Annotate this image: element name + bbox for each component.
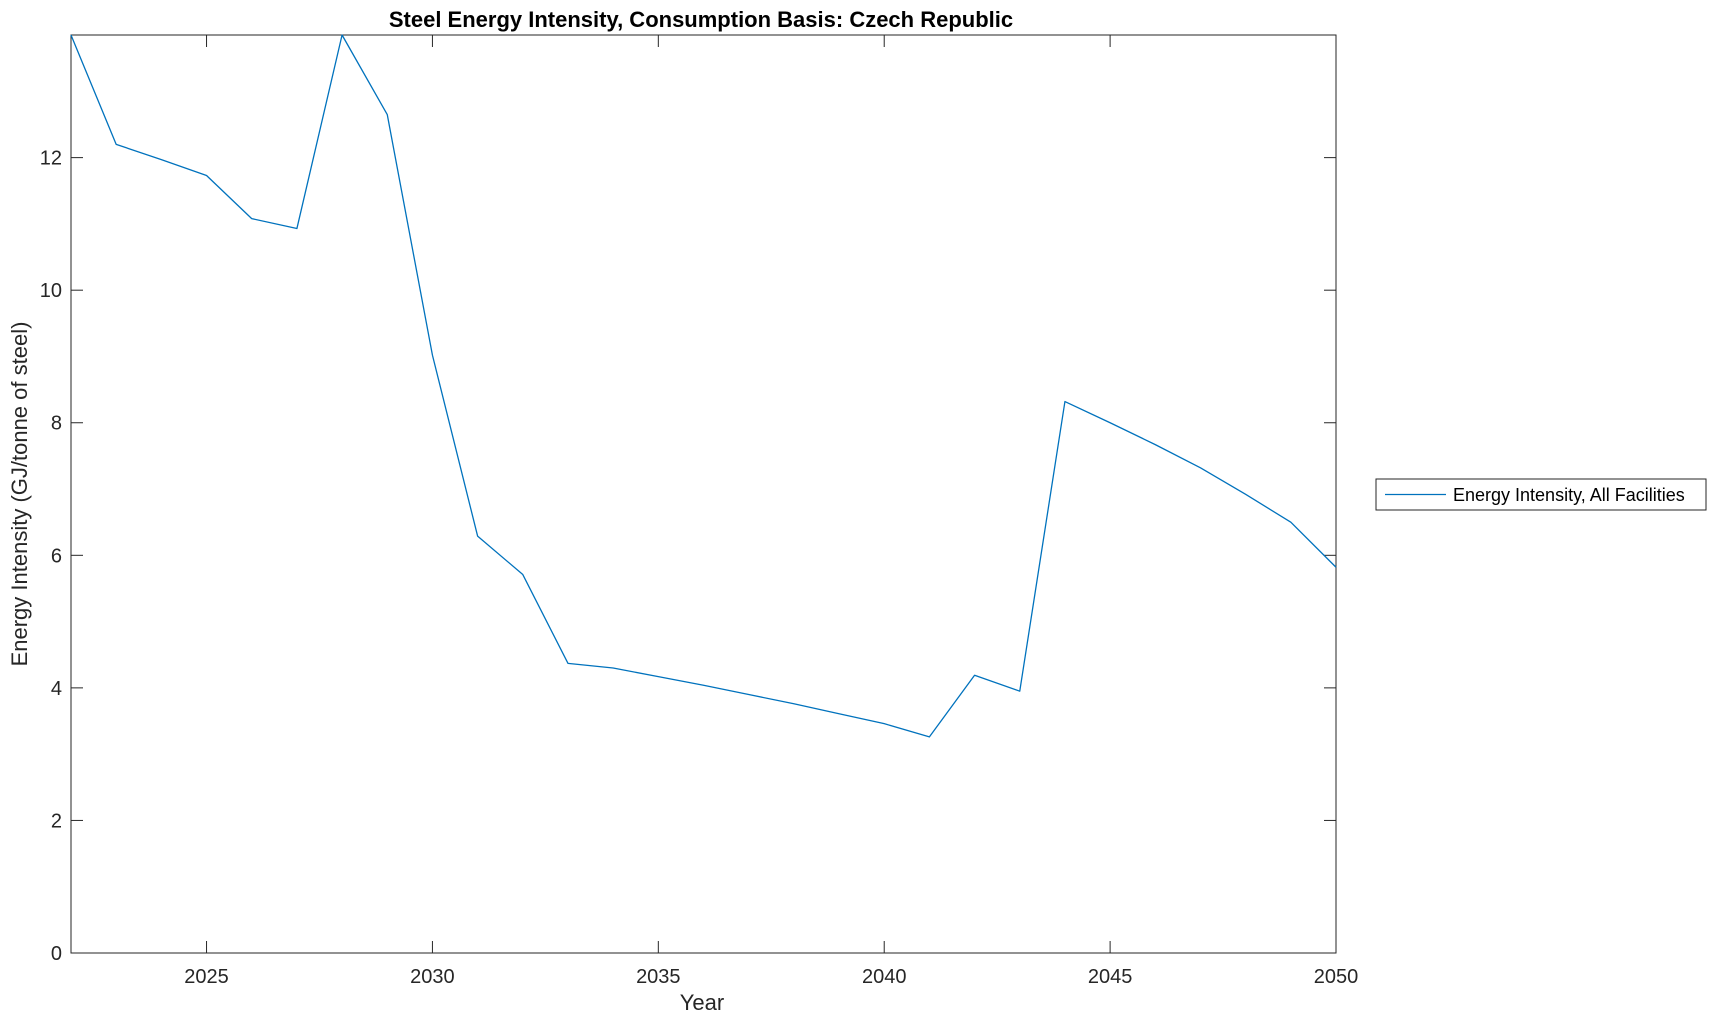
x-tick-label: 2035 [636,966,681,988]
y-tick-label: 12 [40,148,62,170]
y-tick-label: 0 [51,943,62,965]
plot-frame [70,34,1337,954]
x-tick-label: 2030 [410,966,455,988]
chart-title: Steel Energy Intensity, Consumption Basi… [389,7,1013,32]
legend: Energy Intensity, All Facilities [1375,478,1707,511]
x-axis-ticks: 2025 2030 2035 2040 2045 2050 [184,35,1358,988]
x-axis-label: Year [680,990,724,1015]
y-tick-label: 10 [40,280,62,302]
y-tick-label: 4 [51,678,62,700]
series-line-0 [70,34,1337,738]
y-tick-label: 8 [51,413,62,435]
plot-area: 2025 2030 2035 2040 2045 2050 0 2 4 6 8 10 12 [40,34,1358,988]
series-group [70,34,1337,738]
legend-box [1375,478,1707,511]
y-tick-label: 6 [51,545,62,567]
x-tick-label: 2050 [1314,966,1359,988]
y-axis-ticks: 0 2 4 6 8 10 12 [40,148,1336,965]
x-tick-label: 2045 [1088,966,1133,988]
y-axis-label: Energy Intensity (GJ/tonne of steel) [7,322,32,667]
x-tick-label: 2025 [184,966,229,988]
y-tick-label: 2 [51,810,62,832]
x-tick-label: 2040 [862,966,907,988]
legend-entry: Energy Intensity, All Facilities [1453,485,1685,505]
